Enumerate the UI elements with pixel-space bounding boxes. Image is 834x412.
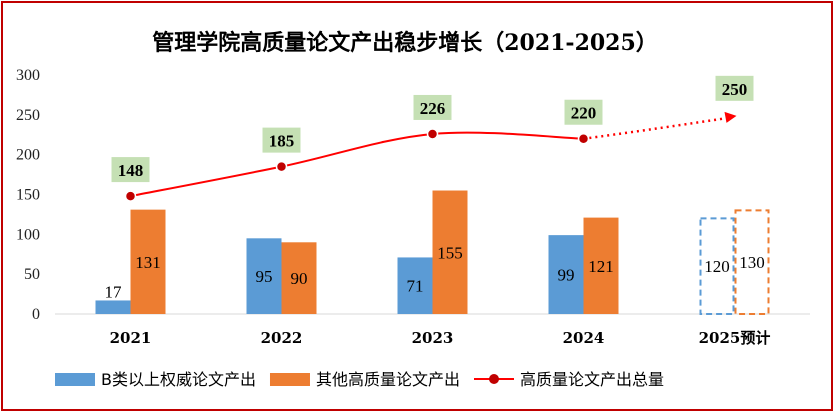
chart-title: 管理学院高质量论文产出稳步增长（2021-2025） bbox=[152, 30, 658, 56]
legend-swatch bbox=[269, 373, 310, 386]
bar-data-label: 121 bbox=[588, 257, 614, 276]
line-marker bbox=[275, 160, 288, 173]
bar-other bbox=[583, 217, 619, 314]
legend-label: 其他高质量论文产出 bbox=[316, 370, 460, 389]
bar-data-label: 71 bbox=[407, 277, 424, 296]
projected-arrow-icon bbox=[724, 111, 737, 123]
y-tick-label: 50 bbox=[24, 266, 40, 283]
y-tick-label: 250 bbox=[16, 107, 40, 124]
x-tick-label: 2021 bbox=[110, 329, 152, 347]
bar-data-label: 95 bbox=[256, 267, 273, 286]
chart-axes: 0 50 100 150 200 250 300 2021 2022 2023 2024 2025预计 bbox=[16, 67, 810, 347]
bar-b-class bbox=[397, 257, 433, 314]
bar-other bbox=[130, 209, 166, 314]
bar-data-label: 90 bbox=[291, 269, 308, 288]
line-marker bbox=[426, 128, 439, 140]
line-label-box bbox=[564, 99, 603, 125]
bar-b-class bbox=[246, 238, 282, 314]
bar-b-class bbox=[699, 217, 735, 315]
bar-b-class bbox=[95, 300, 131, 314]
y-tick-label: 300 bbox=[16, 67, 40, 84]
bar-data-label: 155 bbox=[437, 243, 463, 262]
y-tick-label: 0 bbox=[32, 306, 40, 323]
bar-other bbox=[432, 190, 468, 314]
x-tick-label: 2024 bbox=[563, 329, 605, 347]
legend-label: 高质量论文产出总量 bbox=[520, 370, 664, 389]
bar-other bbox=[734, 209, 770, 315]
bar-data-label: 130 bbox=[739, 253, 765, 272]
bar-b-class bbox=[548, 235, 584, 314]
line-data-label: 185 bbox=[269, 132, 295, 151]
line-data-label: 220 bbox=[571, 104, 597, 123]
x-tick-label: 2025预计 bbox=[699, 329, 771, 347]
y-tick-label: 200 bbox=[16, 147, 40, 164]
bar-data-label: 99 bbox=[558, 266, 575, 285]
line-marker bbox=[577, 132, 590, 145]
line-label-box bbox=[413, 94, 452, 120]
line-data-label: 226 bbox=[420, 99, 446, 118]
line-label-box bbox=[111, 157, 150, 183]
legend-marker bbox=[489, 374, 499, 384]
projected-line bbox=[583, 116, 729, 140]
legend-label: B类以上权威论文产出 bbox=[101, 370, 256, 389]
bar-data-label: 131 bbox=[135, 253, 161, 272]
line-data-label: 250 bbox=[722, 80, 748, 99]
y-tick-label: 150 bbox=[16, 187, 40, 204]
total-line bbox=[130, 131, 584, 198]
legend-swatch bbox=[55, 373, 95, 386]
bar-series: 17 95 71 99 120 131 90 155 121 130 bbox=[95, 190, 770, 315]
bar-data-label: 17 bbox=[105, 282, 123, 301]
chart-legend: B类以上权威论文产出 其他高质量论文产出 高质量论文产出总量 bbox=[55, 370, 664, 389]
line-data-label: 148 bbox=[118, 161, 144, 180]
line-series: 148 185 226 220 250 bbox=[111, 75, 754, 202]
line-label-box bbox=[262, 127, 301, 153]
line-marker bbox=[124, 190, 137, 202]
x-tick-label: 2023 bbox=[412, 329, 454, 347]
bar-other bbox=[281, 242, 317, 314]
line-label-box bbox=[715, 75, 754, 101]
x-tick-label: 2022 bbox=[261, 329, 303, 347]
y-tick-label: 100 bbox=[16, 226, 40, 243]
bar-data-label: 120 bbox=[704, 257, 730, 276]
